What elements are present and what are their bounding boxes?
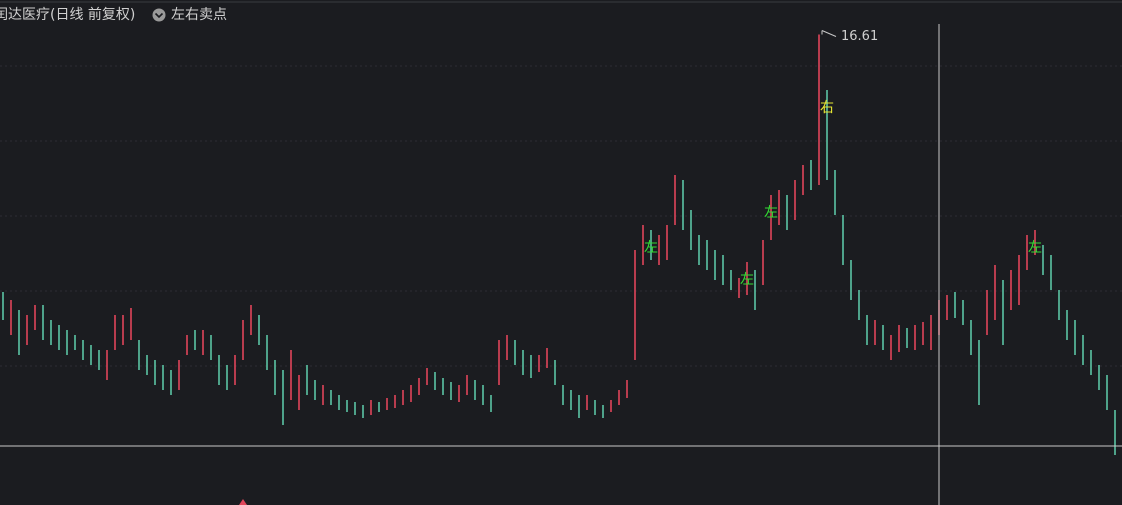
- indicator-name[interactable]: 左右卖点: [171, 7, 227, 23]
- max-label: 16.61: [841, 29, 878, 44]
- signal-label: 左: [740, 272, 754, 288]
- signal-label: 左: [644, 240, 658, 256]
- signal-label: 左: [1028, 240, 1042, 256]
- max-pointer: [821, 30, 837, 37]
- signal-label: 右: [820, 100, 834, 116]
- bars: [2, 34, 1116, 455]
- chart-title: 闰达医疗(日线 前复权): [0, 6, 135, 23]
- signal-label: 左: [764, 205, 778, 221]
- marker: [239, 499, 247, 505]
- dropdown-arrow: [154, 12, 164, 19]
- grid: [0, 65, 1122, 367]
- dropdown-icon[interactable]: [152, 8, 166, 22]
